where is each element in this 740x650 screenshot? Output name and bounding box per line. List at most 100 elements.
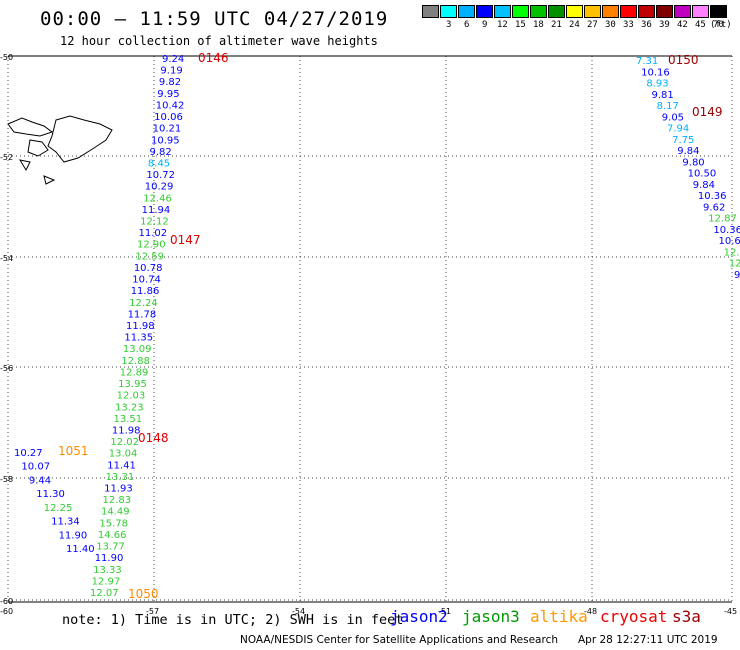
swh-value: 15.78 bbox=[99, 518, 128, 529]
swh-value: 10.21 bbox=[153, 124, 182, 135]
legend-label: 39 bbox=[659, 20, 670, 30]
swh-value: 10.78 bbox=[134, 263, 163, 274]
legend-swatch bbox=[440, 5, 457, 18]
swh-value: 12.25 bbox=[44, 503, 73, 514]
swh-value: 11.02 bbox=[139, 228, 168, 239]
swh-value: 12.89 bbox=[120, 367, 149, 378]
swh-value: 9 bbox=[734, 270, 740, 281]
lon-label: -48 bbox=[584, 607, 597, 616]
legend-swatch bbox=[512, 5, 529, 18]
swh-value: 10.16 bbox=[641, 67, 670, 78]
legend-swatch bbox=[566, 5, 583, 18]
swh-value: 14.66 bbox=[98, 530, 127, 541]
swh-value: 10.42 bbox=[156, 100, 185, 111]
swh-value: 11.34 bbox=[51, 517, 80, 528]
swh-value: 7.31 bbox=[636, 56, 658, 67]
lon-label: -45 bbox=[724, 607, 737, 616]
page-subtitle: 12 hour collection of altimeter wave hei… bbox=[60, 34, 378, 48]
swh-value: 10.50 bbox=[688, 169, 717, 180]
swh-value: 12.90 bbox=[137, 240, 166, 251]
legend-swatch bbox=[656, 5, 673, 18]
swh-value: 9.84 bbox=[693, 180, 715, 191]
generated-timestamp: Apr 28 12:27:11 UTC 2019 bbox=[578, 634, 718, 646]
swh-value: 10.07 bbox=[21, 462, 50, 473]
swh-value: 10.95 bbox=[151, 135, 180, 146]
swh-value: 12.2 bbox=[724, 247, 740, 258]
swh-value: 13.04 bbox=[109, 449, 138, 460]
swh-value: 12. bbox=[729, 259, 740, 270]
swh-value: 9.62 bbox=[703, 202, 725, 213]
swh-value: 9.95 bbox=[157, 89, 179, 100]
swh-value: 14.49 bbox=[101, 507, 130, 518]
legend-label: 6 bbox=[464, 20, 470, 30]
lat-label: -58 bbox=[0, 475, 13, 484]
legend-label: 42 bbox=[677, 20, 688, 30]
legend-swatches bbox=[422, 5, 728, 18]
swh-value: 10.36 bbox=[698, 191, 727, 202]
legend-unit: (ft) bbox=[710, 20, 732, 30]
swh-value: 8.93 bbox=[646, 79, 668, 90]
swh-value: 10.74 bbox=[132, 275, 161, 286]
lat-label: -60 bbox=[0, 597, 13, 606]
swh-value: 13.95 bbox=[118, 379, 147, 390]
legend-label: 3 bbox=[446, 20, 452, 30]
swh-value: 10.36 bbox=[713, 225, 740, 236]
swh-value: 13.09 bbox=[123, 344, 152, 355]
swh-value: 11.98 bbox=[112, 425, 141, 436]
pass-time-label: 1050 bbox=[128, 587, 159, 601]
lat-label: -54 bbox=[0, 254, 13, 263]
swh-value: 11.93 bbox=[104, 484, 133, 495]
legend-swatch bbox=[674, 5, 691, 18]
legend-label: 24 bbox=[569, 20, 580, 30]
legend-swatch bbox=[602, 5, 619, 18]
legend-label: 30 bbox=[605, 20, 616, 30]
swh-value: 10.69 bbox=[719, 236, 740, 247]
credit-line: NOAA/NESDIS Center for Satellite Applica… bbox=[240, 634, 558, 646]
pass-time-label: 0150 bbox=[668, 53, 699, 67]
swh-value: 11.90 bbox=[59, 530, 88, 541]
swh-value: 8.17 bbox=[657, 101, 679, 112]
legend-swatch bbox=[620, 5, 637, 18]
legend-label: 36 bbox=[641, 20, 652, 30]
legend-swatch bbox=[530, 5, 547, 18]
footnote: note: 1) Time is in UTC; 2) SWH is in fe… bbox=[62, 612, 404, 628]
swh-value: 13.51 bbox=[113, 414, 142, 425]
swh-value: 12.88 bbox=[121, 356, 150, 367]
legend-label: 18 bbox=[533, 20, 544, 30]
legend-label: 33 bbox=[623, 20, 634, 30]
legend-swatch bbox=[548, 5, 565, 18]
swh-value: 10.27 bbox=[14, 448, 43, 459]
legend-label: 21 bbox=[551, 20, 562, 30]
swh-value: 9.81 bbox=[651, 90, 673, 101]
pass-time-label: 0148 bbox=[138, 431, 169, 445]
swh-value: 12.83 bbox=[103, 495, 132, 506]
swh-value: 12.12 bbox=[140, 217, 169, 228]
legend-label: 45 bbox=[695, 20, 706, 30]
legend-swatch bbox=[458, 5, 475, 18]
satellite-label-jason2: jason2 bbox=[390, 607, 448, 626]
swh-value: 9.19 bbox=[160, 66, 182, 77]
color-legend: 3 6 9 12 15 18 21 24 27 30 33 36 39 42 45 70 (ft) bbox=[422, 5, 732, 32]
legend-swatch bbox=[494, 5, 511, 18]
swh-value: 8.45 bbox=[148, 158, 170, 169]
swh-value: 11.30 bbox=[36, 489, 65, 500]
swh-value: 7.94 bbox=[667, 124, 689, 135]
swh-value: 11.35 bbox=[124, 333, 153, 344]
legend-label: 12 bbox=[497, 20, 508, 30]
swh-value: 12.07 bbox=[90, 588, 119, 599]
lat-label: -52 bbox=[0, 153, 13, 162]
swh-value: 11.41 bbox=[107, 460, 136, 471]
pass-time-label: 0149 bbox=[692, 105, 723, 119]
satellite-label-jason3: jason3 bbox=[462, 607, 520, 626]
lon-label: -54 bbox=[292, 607, 305, 616]
swh-value: 10.72 bbox=[146, 170, 175, 181]
coastline bbox=[7, 115, 113, 185]
swh-value: 9.05 bbox=[662, 112, 684, 123]
swh-value: 11.94 bbox=[142, 205, 171, 216]
swh-value: 12.03 bbox=[117, 391, 146, 402]
lat-label: -56 bbox=[0, 364, 13, 373]
swh-value: 10.06 bbox=[154, 112, 183, 123]
pass-time-label: 1051 bbox=[58, 444, 89, 458]
satellite-label-s3a: s3a bbox=[672, 607, 701, 626]
